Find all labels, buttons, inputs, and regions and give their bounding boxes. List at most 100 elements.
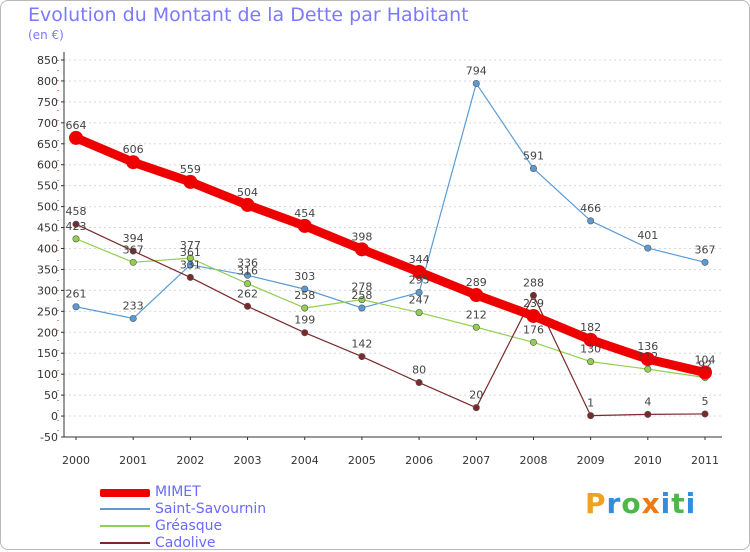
- data-label-saint-savournin: 401: [637, 229, 658, 242]
- data-label-saint-savournin: 233: [123, 299, 144, 312]
- x-tick-label: 2006: [405, 454, 433, 467]
- data-point-mimet: [583, 332, 598, 347]
- data-label-mimet: 289: [466, 276, 487, 289]
- proxiti-logo: Proxiti: [585, 487, 696, 520]
- y-tick-label: 500: [37, 201, 58, 214]
- data-label-mimet: 104: [695, 353, 716, 366]
- y-tick-label: 700: [37, 117, 58, 130]
- data-point-greasque: [72, 235, 80, 243]
- data-point-mimet: [412, 264, 427, 279]
- data-point-cadolive: [587, 412, 595, 420]
- data-point-mimet: [354, 242, 369, 257]
- legend-label-mimet: MIMET: [155, 484, 201, 500]
- data-point-mimet: [526, 308, 541, 323]
- data-label-greasque: 92: [698, 359, 712, 372]
- y-tick-label: 750: [37, 96, 58, 109]
- data-point-cadolive: [129, 247, 137, 255]
- data-point-saint-savournin: [186, 261, 194, 269]
- data-label-greasque: 316: [237, 265, 258, 278]
- data-point-saint-savournin: [358, 304, 366, 312]
- logo-letter: i: [685, 487, 697, 520]
- data-label-saint-savournin: 794: [466, 64, 487, 77]
- y-tick-label: 550: [37, 180, 58, 193]
- data-point-saint-savournin: [529, 164, 537, 172]
- data-point-saint-savournin: [587, 217, 595, 225]
- series-line-greasque: [75, 238, 706, 379]
- chart-subtitle: (en €): [28, 28, 64, 42]
- data-label-greasque: 377: [180, 239, 201, 252]
- data-label-cadolive: 262: [237, 287, 258, 300]
- y-tick-label: 250: [37, 305, 58, 318]
- series-line-cadolive: [75, 223, 706, 417]
- data-point-saint-savournin: [244, 271, 252, 279]
- data-label-cadolive: 1: [587, 397, 594, 410]
- x-tick-label: 2001: [119, 454, 147, 467]
- legend-item-saint-savournin: Saint-Savournin: [100, 501, 300, 518]
- x-tick-label: 2002: [176, 454, 204, 467]
- data-label-mimet: 664: [66, 119, 87, 132]
- logo-letter: r: [606, 487, 622, 520]
- data-label-saint-savournin: 361: [180, 246, 201, 259]
- logo-letter: x: [641, 487, 661, 520]
- logo-letter: o: [621, 487, 642, 520]
- legend-item-greasque: Gréasque: [100, 518, 300, 535]
- legend-label-saint-savournin: Saint-Savournin: [155, 501, 267, 517]
- data-point-saint-savournin: [129, 314, 137, 322]
- data-point-mimet: [183, 174, 198, 189]
- data-label-mimet: 136: [637, 340, 658, 353]
- data-point-mimet: [69, 130, 83, 145]
- data-label-saint-savournin: 367: [695, 243, 716, 256]
- series-line-mimet: [71, 133, 710, 377]
- x-tick-label: 2010: [634, 454, 662, 467]
- data-point-mimet: [469, 287, 484, 302]
- data-point-saint-savournin: [72, 303, 80, 311]
- y-tick-label: 100: [37, 368, 58, 381]
- y-tick-label: 200: [37, 326, 58, 339]
- y-tick-label: 400: [37, 243, 58, 256]
- data-label-greasque: 278: [351, 281, 372, 294]
- data-point-cadolive: [244, 302, 252, 310]
- logo-letter: i: [660, 487, 672, 520]
- data-point-cadolive: [644, 410, 652, 418]
- data-label-saint-savournin: 591: [523, 149, 544, 162]
- data-point-mimet: [640, 352, 655, 367]
- data-label-cadolive: 394: [123, 232, 144, 245]
- data-point-cadolive: [701, 410, 709, 418]
- legend-swatch-greasque: [100, 525, 150, 527]
- data-label-cadolive: 331: [180, 258, 201, 271]
- data-point-greasque: [472, 323, 480, 331]
- data-label-greasque: 112: [637, 350, 658, 363]
- data-label-cadolive: 80: [412, 364, 426, 377]
- legend-swatch-mimet: [100, 489, 150, 497]
- y-tick-label: 150: [37, 347, 58, 360]
- data-point-greasque: [244, 280, 252, 288]
- data-label-greasque: 367: [123, 243, 144, 256]
- legend-label-cadolive: Cadolive: [155, 535, 216, 551]
- x-tick-label: 2007: [462, 454, 490, 467]
- data-point-greasque: [129, 258, 137, 266]
- chart-title: Evolution du Montant de la Dette par Hab…: [28, 4, 469, 26]
- x-tick-label: 2003: [234, 454, 262, 467]
- data-label-greasque: 258: [294, 289, 315, 302]
- data-point-saint-savournin: [301, 285, 309, 293]
- data-point-mimet: [126, 155, 141, 170]
- data-label-saint-savournin: 261: [66, 288, 87, 301]
- y-tick-label: 50: [44, 389, 58, 402]
- legend: MIMET Saint-Savournin Gréasque Cadolive: [100, 484, 300, 552]
- data-point-greasque: [186, 254, 194, 262]
- data-point-cadolive: [415, 379, 423, 387]
- legend-label-greasque: Gréasque: [155, 518, 223, 534]
- data-point-mimet: [698, 365, 712, 380]
- data-point-greasque: [358, 296, 366, 304]
- y-tick-label: 800: [37, 75, 58, 88]
- data-label-cadolive: 199: [294, 314, 315, 327]
- data-point-saint-savournin: [415, 288, 423, 296]
- x-tick-label: 2005: [348, 454, 376, 467]
- y-tick-label: 0: [51, 410, 58, 423]
- data-label-mimet: 454: [294, 207, 315, 220]
- data-label-cadolive: 20: [469, 389, 483, 402]
- data-point-mimet: [297, 218, 312, 233]
- data-label-cadolive: 288: [523, 276, 544, 289]
- logo-letter: P: [585, 487, 607, 520]
